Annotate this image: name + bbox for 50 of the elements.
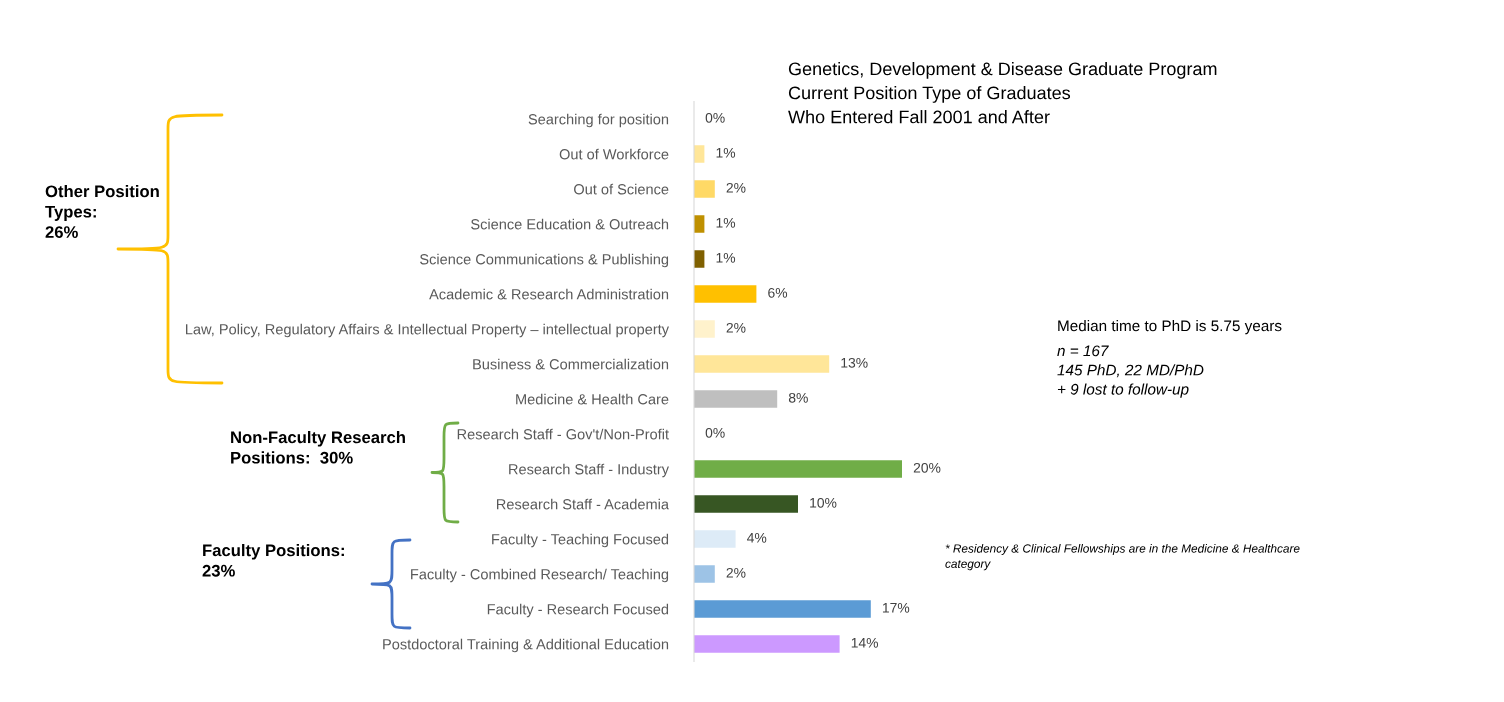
bar bbox=[694, 635, 840, 653]
text: Non-Faculty Research Positions: 30% bbox=[231, 431, 405, 464]
text: Genetics, Development & Disease Graduate Program Current Position Type of Graduates Who Entered Fall 2001 and After bbox=[788, 62, 1217, 124]
data-label: 17% bbox=[882, 602, 910, 613]
y-tick-label: Faculty - Teaching Focused bbox=[492, 533, 669, 548]
text: Median time to PhD is 5.75 years bbox=[1058, 320, 1282, 335]
data-label: 10% bbox=[810, 497, 837, 508]
data-label: 2% bbox=[726, 322, 746, 333]
bar bbox=[694, 600, 871, 618]
bar bbox=[694, 285, 757, 303]
y-tick-label: Faculty - Combined Research/ Teaching bbox=[411, 568, 669, 583]
bar bbox=[694, 320, 715, 338]
y-tick-label: Law, Policy, Regulatory Affairs & Intellectual Property – intellectual property bbox=[186, 323, 669, 338]
bar bbox=[694, 355, 830, 373]
data-label: 0% bbox=[705, 112, 725, 123]
data-label: 1% bbox=[716, 217, 736, 228]
y-tick-label: Business & Commercialization bbox=[473, 358, 669, 370]
bar bbox=[694, 460, 902, 478]
y-tick-label: Research Staff - Industry bbox=[509, 463, 669, 478]
data-label: 4% bbox=[747, 532, 767, 543]
data-label: 0% bbox=[705, 427, 725, 438]
data-label: 14% bbox=[851, 637, 879, 648]
y-tick-label: Research Staff - Academia bbox=[497, 498, 670, 510]
data-label: 6% bbox=[768, 287, 788, 298]
bar bbox=[694, 565, 715, 583]
text: * Residency & Clinical Fellowships are in the Medicine & Healthcare category bbox=[945, 544, 1300, 571]
data-label: 13% bbox=[841, 357, 868, 368]
y-tick-label: Academic & Research Administration bbox=[429, 288, 669, 300]
data-label: 2% bbox=[726, 182, 746, 193]
text: Other Position Types: 26% bbox=[45, 185, 159, 238]
bar bbox=[694, 180, 715, 198]
y-tick-label: Searching for position bbox=[528, 113, 669, 128]
text: n = 167 145 PhD, 22 MD/PhD + 9 lost to follow-up bbox=[1057, 345, 1204, 398]
bar bbox=[694, 390, 778, 408]
data-label: 1% bbox=[716, 147, 736, 158]
y-tick-label: Out of Workforce bbox=[559, 148, 669, 160]
y-tick-label: Research Staff - Gov't/Non-Profit bbox=[457, 428, 669, 440]
data-label: 1% bbox=[716, 252, 736, 263]
data-label: 20% bbox=[913, 462, 941, 473]
y-tick-label: Postdoctoral Training & Additional Education bbox=[383, 638, 669, 653]
y-tick-label: Medicine & Health Care bbox=[516, 393, 669, 405]
y-tick-label: Out of Science bbox=[574, 183, 669, 195]
data-label: 8% bbox=[788, 392, 808, 403]
y-tick-label: Science Communications & Publishing bbox=[420, 253, 669, 268]
y-tick-label: Faculty - Research Focused bbox=[487, 603, 669, 618]
text: Faculty Positions: 23% bbox=[202, 544, 344, 577]
y-tick-label: Science Education & Outreach bbox=[471, 218, 669, 230]
bar bbox=[694, 495, 798, 513]
data-label: 2% bbox=[726, 567, 746, 578]
bar bbox=[694, 530, 736, 548]
